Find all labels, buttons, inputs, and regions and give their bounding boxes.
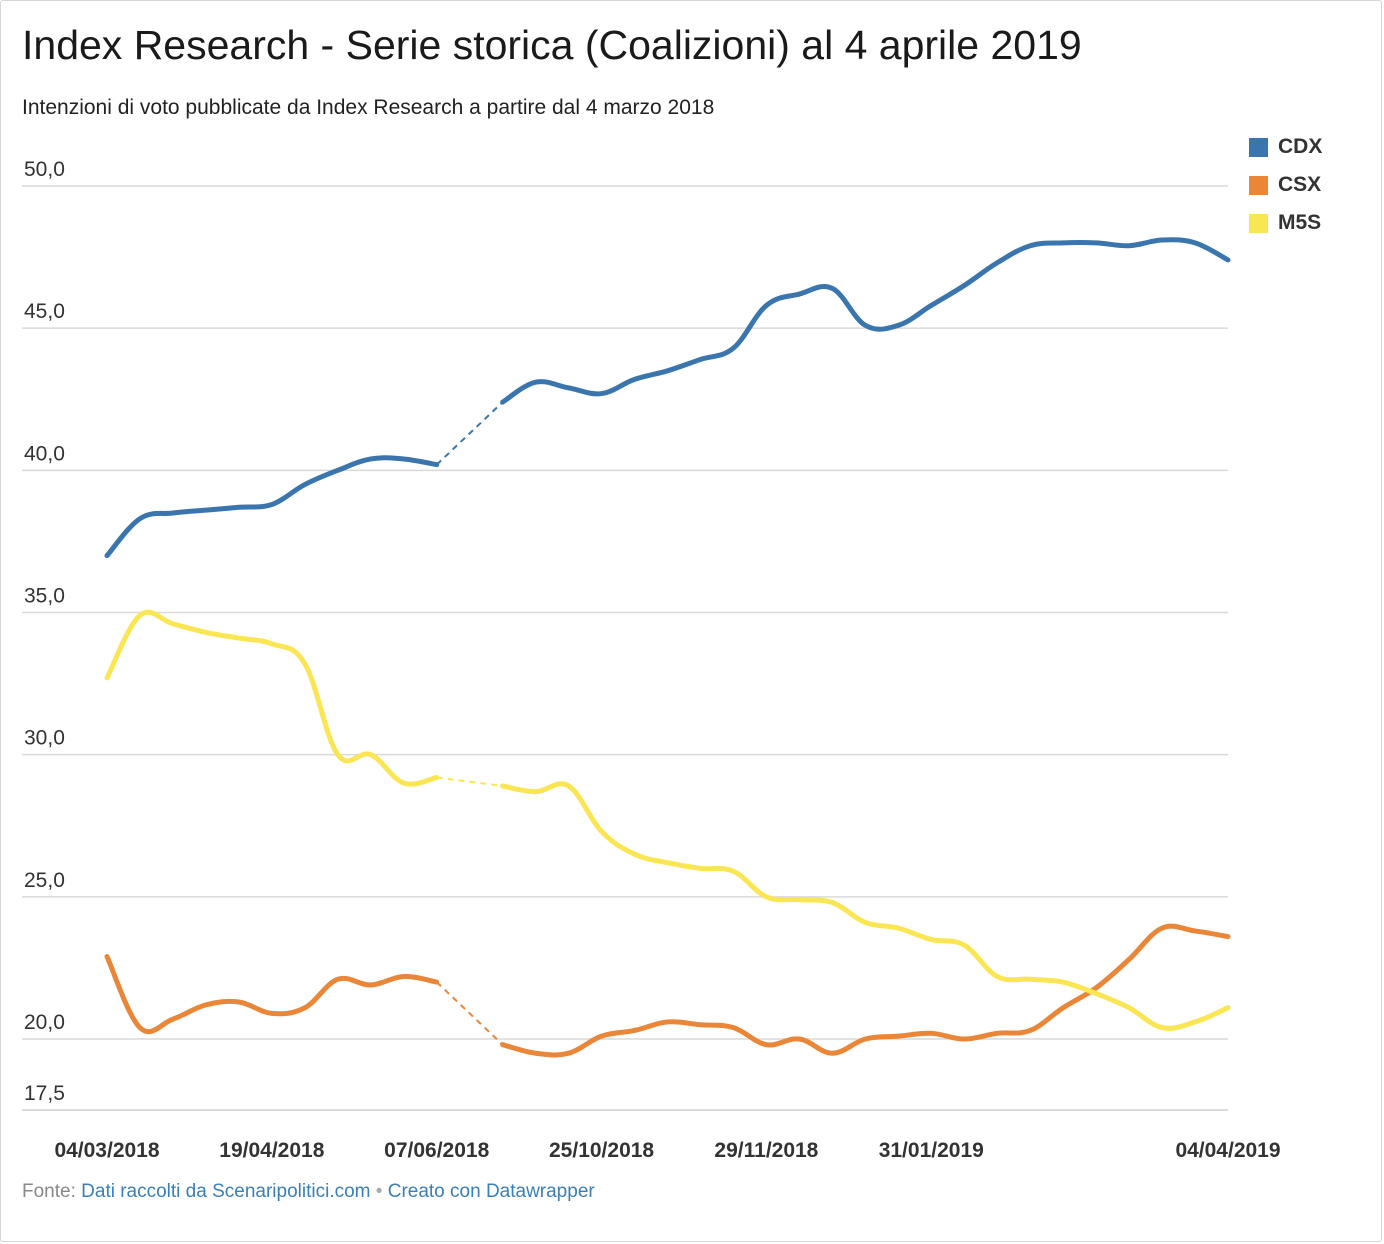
legend-label-m5s: M5S bbox=[1278, 211, 1322, 234]
x-tick-label: 04/03/2018 bbox=[54, 1139, 159, 1162]
x-tick-label: 25/10/2018 bbox=[549, 1139, 654, 1162]
y-tick-label: 25,0 bbox=[24, 869, 65, 892]
legend-item-m5s[interactable]: M5S bbox=[1249, 204, 1322, 242]
series-line-cdx bbox=[104, 455, 440, 559]
series-line-csx bbox=[104, 954, 440, 1035]
y-tick-label: 17,5 bbox=[24, 1082, 65, 1105]
chart-title: Index Research - Serie storica (Coalizio… bbox=[22, 22, 1082, 68]
series-lines bbox=[104, 237, 1231, 1058]
x-tick-label: 29/11/2018 bbox=[714, 1139, 818, 1162]
gridlines bbox=[22, 185, 1228, 1111]
y-tick-label: 40,0 bbox=[24, 442, 65, 465]
series-line-csx bbox=[500, 923, 1231, 1058]
datawrapper-link[interactable]: Creato con Datawrapper bbox=[387, 1181, 595, 1202]
y-tick-label: 35,0 bbox=[24, 585, 65, 608]
legend-swatch-cdx bbox=[1249, 137, 1268, 157]
legend-item-cdx[interactable]: CDX bbox=[1249, 128, 1322, 166]
series-gap-m5s bbox=[436, 776, 503, 787]
x-axis-ticks: 04/03/2018 19/04/2018 07/06/2018 25/10/2018… bbox=[54, 1139, 1280, 1162]
legend: CDX CSX M5S bbox=[1249, 128, 1322, 242]
source-link[interactable]: Dati raccolti da Scenaripolitici.com bbox=[81, 1181, 371, 1202]
chart-subtitle: Intenzioni di voto pubblicate da Index R… bbox=[22, 96, 715, 119]
y-tick-label: 30,0 bbox=[24, 727, 65, 750]
footer-separator: • bbox=[375, 1181, 383, 1202]
x-tick-label: 19/04/2018 bbox=[219, 1139, 324, 1162]
x-tick-label: 04/04/2019 bbox=[1175, 1139, 1280, 1162]
footer: Fonte: Dati raccolti da Scenaripolitici.… bbox=[22, 1181, 595, 1203]
series-line-m5s bbox=[104, 609, 440, 787]
y-tick-label: 50,0 bbox=[24, 158, 65, 181]
y-tick-label: 20,0 bbox=[24, 1011, 65, 1034]
legend-label-csx: CSX bbox=[1278, 173, 1322, 196]
footer-prefix: Fonte: bbox=[22, 1181, 76, 1202]
legend-label-cdx: CDX bbox=[1278, 135, 1323, 158]
legend-swatch-m5s bbox=[1249, 213, 1268, 233]
series-line-cdx bbox=[500, 237, 1231, 405]
x-tick-label: 07/06/2018 bbox=[384, 1139, 489, 1162]
legend-swatch-csx bbox=[1249, 175, 1268, 195]
legend-item-csx[interactable]: CSX bbox=[1249, 166, 1322, 204]
series-line-m5s bbox=[500, 781, 1231, 1031]
series-gap-csx bbox=[436, 981, 504, 1046]
series-gap-cdx bbox=[436, 401, 504, 466]
x-tick-label: 31/01/2019 bbox=[879, 1139, 984, 1162]
y-axis-ticks: 50,0 45,0 40,0 35,0 30,0 25,0 20,0 17,5 bbox=[24, 158, 65, 1105]
y-tick-label: 45,0 bbox=[24, 300, 65, 323]
